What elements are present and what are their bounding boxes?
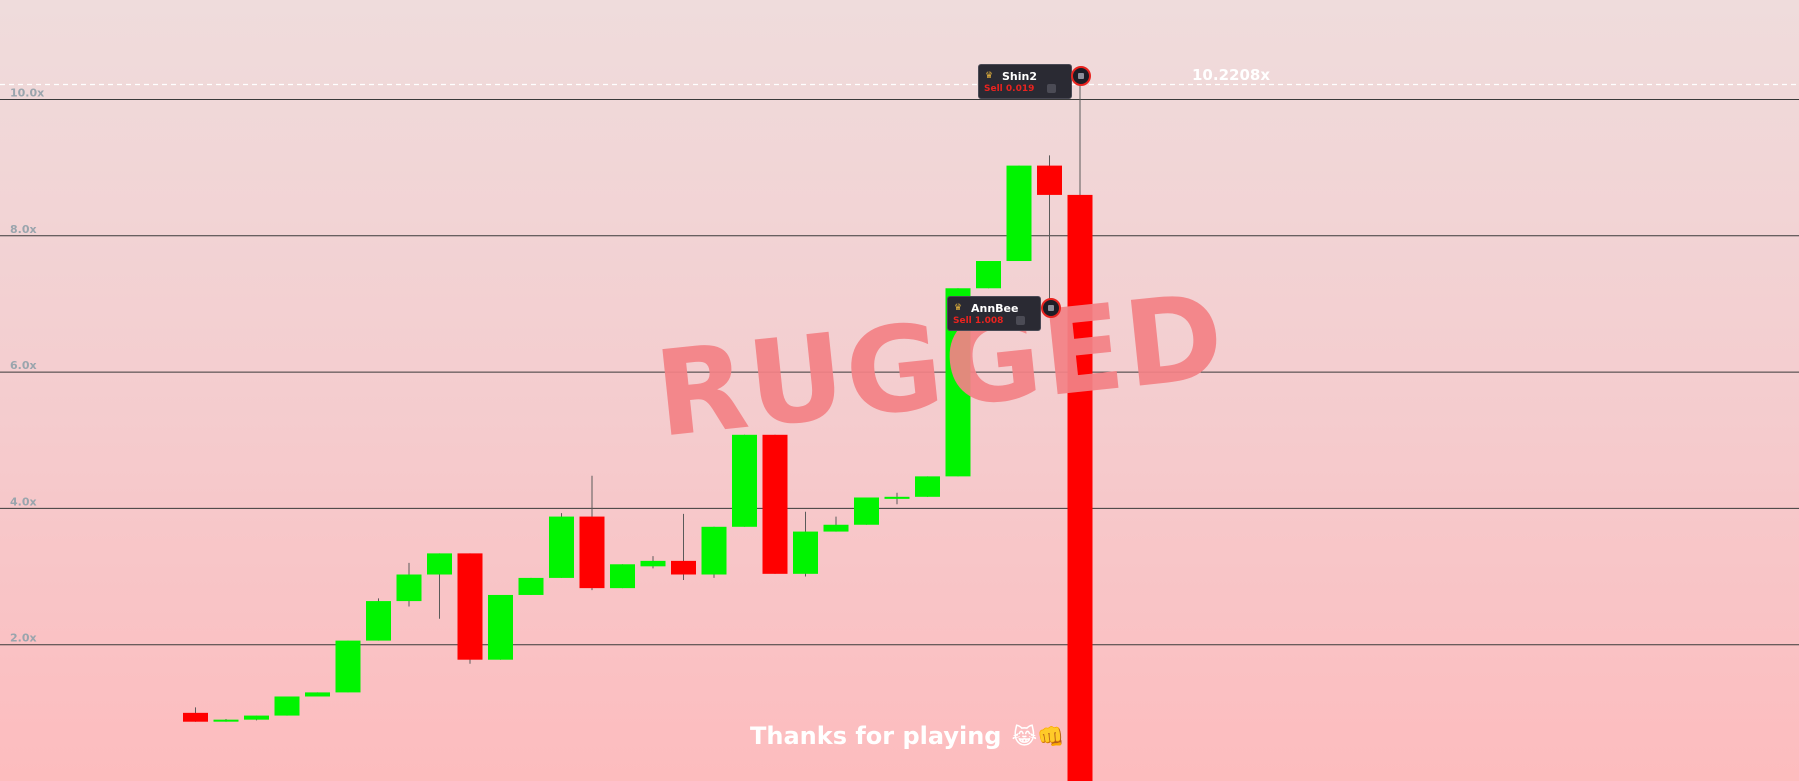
candle-up — [335, 640, 361, 693]
candle-up — [701, 526, 727, 575]
trade-tag-annbee[interactable]: ♛ AnnBee Sell 1.008 — [947, 296, 1041, 331]
candle-up — [427, 553, 452, 575]
y-tick-label: 10.0x — [10, 87, 44, 100]
y-tick-label: 4.0x — [10, 495, 37, 508]
candle-up — [213, 719, 239, 722]
y-tick-label: 2.0x — [10, 632, 37, 645]
trade-tag-shin2[interactable]: ♛ Shin2 Sell 0.019 — [978, 64, 1072, 99]
candle-up — [488, 594, 513, 660]
sell-marker-annbee[interactable] — [1041, 298, 1061, 318]
candle-up — [976, 261, 1001, 289]
trade-player-name: Shin2 — [1002, 70, 1038, 83]
candle-up — [549, 516, 574, 578]
candle-down — [762, 434, 788, 574]
candle-down — [1067, 194, 1093, 781]
grid-lines: 2.0x 4.0x 6.0x 8.0x 10.0x — [0, 87, 1799, 646]
candle-up — [366, 601, 391, 641]
y-tick-label: 6.0x — [10, 359, 37, 372]
crown-icon: ♛ — [985, 71, 994, 81]
candle-down — [457, 553, 483, 660]
crown-icon: ♛ — [954, 303, 963, 313]
trade-action: Sell 0.019 — [984, 84, 1035, 94]
laughing-cat-fist-icon: 😹👊 — [1011, 725, 1065, 750]
token-icon — [1047, 84, 1056, 93]
peak-multiplier-label: 10.2208x — [1192, 66, 1270, 84]
trade-action: Sell 1.008 — [953, 316, 1004, 326]
candle-down — [671, 560, 696, 575]
candle-up — [274, 696, 300, 716]
candle-up — [793, 531, 818, 574]
candle-up — [854, 497, 879, 525]
candle-up — [1006, 165, 1032, 262]
trade-player-name: AnnBee — [971, 302, 1019, 315]
thanks-text: Thanks for playing — [750, 722, 1002, 750]
thanks-message: Thanks for playing 😹👊 — [750, 722, 1065, 750]
y-tick-label: 8.0x — [10, 223, 37, 236]
candle-up — [396, 574, 422, 602]
candle-down — [183, 712, 208, 722]
candle-down — [579, 516, 605, 589]
candle-up — [640, 560, 666, 567]
candle-up — [732, 434, 757, 527]
candle-down — [1037, 165, 1062, 195]
token-icon — [1016, 316, 1025, 325]
candle-up — [884, 496, 910, 499]
candle-up — [915, 476, 940, 497]
candle-up — [244, 715, 269, 720]
candles — [183, 84, 1093, 781]
candle-up — [610, 564, 635, 589]
candle-up — [305, 692, 330, 697]
sell-marker-shin2[interactable] — [1071, 66, 1091, 86]
candle-up — [823, 524, 849, 532]
candle-up — [518, 577, 544, 595]
